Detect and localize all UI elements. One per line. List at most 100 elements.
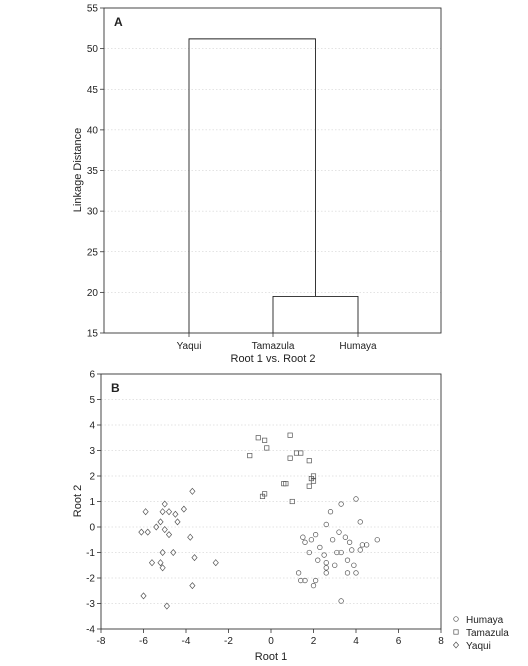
point-yaqui <box>191 554 198 562</box>
point-yaqui <box>161 526 168 534</box>
x-tick-label-b: 8 <box>438 636 444 647</box>
legend-marker-tamazula <box>453 629 459 635</box>
point-tamazula <box>306 483 312 489</box>
legend-label: Tamazula <box>466 628 509 639</box>
point-tamazula <box>287 455 293 461</box>
point-humaya <box>321 552 327 558</box>
point-tamazula <box>264 445 270 451</box>
point-yaqui <box>212 559 219 567</box>
y-tick-label-a: 15 <box>87 329 99 340</box>
point-humaya <box>349 547 355 553</box>
point-humaya <box>346 539 353 545</box>
point-humaya <box>317 544 323 551</box>
dendrogram-link-yaqui <box>188 38 316 333</box>
point-yaqui <box>172 510 179 518</box>
dendrogram-link-tamazula-humaya <box>272 295 359 333</box>
y-tick-label-b: 0 <box>89 523 95 534</box>
x-tick-label-b: 2 <box>311 636 317 647</box>
x-tick-label-b: -8 <box>97 636 106 647</box>
point-yaqui <box>144 528 151 536</box>
x-tick-label-b: -2 <box>224 636 233 647</box>
point-humaya <box>338 501 344 507</box>
y-axis-label-a: Linkage Distance <box>72 128 84 212</box>
point-tamazula <box>306 458 312 464</box>
panel-label-a: A <box>114 15 123 29</box>
point-humaya <box>308 537 315 543</box>
x-tick-label-b: -4 <box>182 636 191 647</box>
plot-frame-b <box>100 373 442 630</box>
point-yaqui <box>165 531 173 539</box>
point-yaqui <box>148 559 156 567</box>
point-yaqui <box>189 487 196 495</box>
point-tamazula <box>283 481 289 487</box>
point-yaqui <box>170 548 177 557</box>
point-humaya <box>298 577 304 584</box>
y-tick-label-b: 5 <box>89 395 95 406</box>
y-tick-label-b: 3 <box>89 446 95 457</box>
y-tick-label-a: 35 <box>87 166 99 177</box>
y-tick-label-a: 25 <box>87 247 99 258</box>
panel-b-scatter: -4 -3 -2 -1 0 1 2 3 4 5 6 -8 -6 -4 -2 0 2 4 6 8 B Root 1 Root … <box>72 370 509 664</box>
point-humaya <box>302 539 308 545</box>
point-tamazula <box>289 498 295 505</box>
y-tick-label-b: 4 <box>89 421 95 432</box>
x-tick-label-b: 4 <box>353 636 359 647</box>
point-tamazula <box>255 435 261 441</box>
point-humaya <box>323 565 329 571</box>
plot-area-b <box>101 374 441 629</box>
point-humaya <box>338 598 344 604</box>
point-humaya <box>329 537 336 543</box>
point-humaya <box>359 542 366 548</box>
point-yaqui <box>189 582 196 590</box>
point-yaqui <box>142 508 149 516</box>
leaf-label: Humaya <box>339 341 377 352</box>
point-yaqui <box>163 602 170 610</box>
point-yaqui <box>174 518 181 526</box>
point-humaya <box>295 570 302 576</box>
x-axis-label-b: Root 1 <box>255 651 287 663</box>
y-tick-label-a: 45 <box>87 85 99 96</box>
point-humaya <box>351 562 357 568</box>
point-yaqui <box>157 518 164 526</box>
point-yaqui <box>159 508 166 516</box>
point-humaya <box>334 549 340 556</box>
y-tick-label-b: -1 <box>86 548 95 559</box>
point-yaqui <box>187 533 194 541</box>
point-humaya <box>312 577 319 584</box>
point-humaya <box>300 534 306 540</box>
point-humaya <box>310 583 317 589</box>
point-yaqui <box>159 548 166 557</box>
plot-frame-a <box>103 7 442 334</box>
point-humaya <box>344 570 351 576</box>
point-tamazula <box>287 432 293 438</box>
point-tamazula <box>298 450 304 456</box>
point-yaqui <box>140 592 147 600</box>
point-humaya <box>338 549 344 556</box>
leaf-label: Yaqui <box>177 341 202 352</box>
point-humaya <box>342 534 349 540</box>
point-humaya <box>336 529 342 535</box>
panel-label-b: B <box>111 381 120 395</box>
x-tick-label-b: 6 <box>396 636 402 647</box>
point-tamazula <box>310 478 317 484</box>
point-humaya <box>353 496 359 502</box>
point-humaya <box>327 509 334 515</box>
point-yaqui <box>157 559 164 567</box>
legend-marker-humaya <box>453 616 459 622</box>
point-humaya <box>323 521 329 528</box>
y-tick-label-b: 6 <box>89 370 95 381</box>
point-yaqui <box>153 523 160 531</box>
y-tick-label-b: -4 <box>86 625 95 636</box>
point-humaya <box>344 557 351 563</box>
point-humaya <box>357 519 363 525</box>
y-tick-label-b: -3 <box>86 599 95 610</box>
panel-a-dendrogram: 15 20 25 30 35 40 45 50 55 Yaqui Tamazula Humaya A Ro… <box>72 4 442 365</box>
legend-label: Humaya <box>466 615 504 626</box>
point-humaya <box>332 562 338 568</box>
point-yaqui <box>159 564 166 572</box>
point-tamazula <box>262 437 268 443</box>
y-tick-label-a: 55 <box>87 4 99 15</box>
y-tick-label-a: 40 <box>87 125 99 136</box>
x-tick-label-b: -6 <box>139 636 148 647</box>
y-tick-label-b: -2 <box>86 574 95 585</box>
